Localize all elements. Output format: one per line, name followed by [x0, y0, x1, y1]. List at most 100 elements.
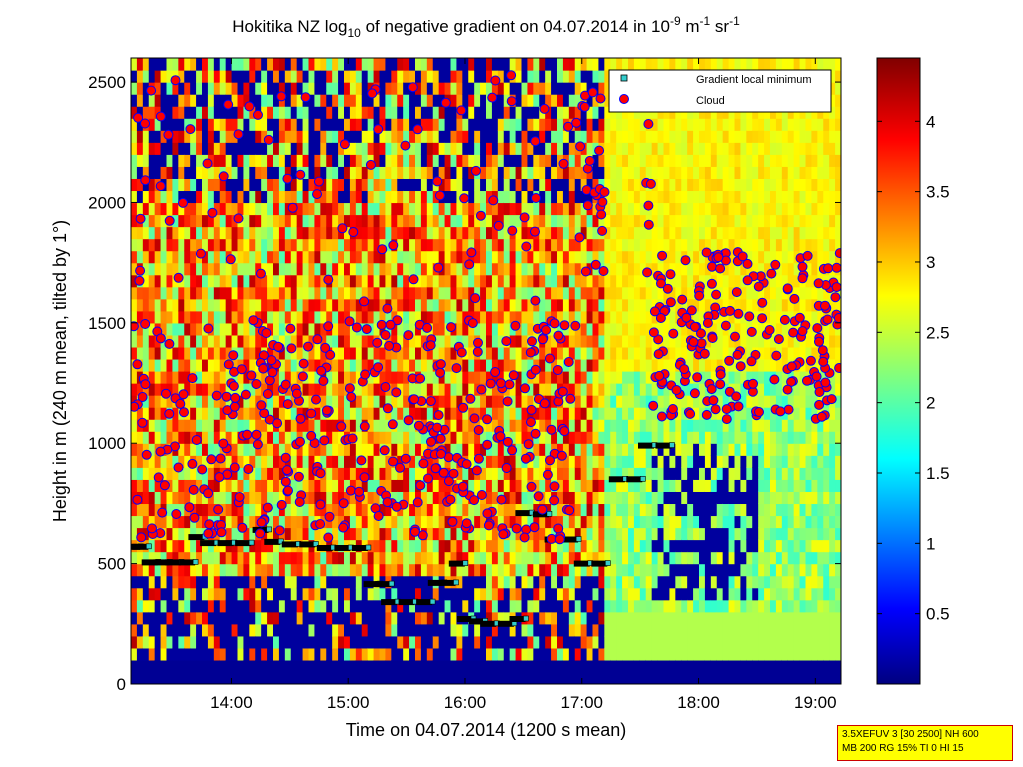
- heatmap-cell: [503, 659, 511, 673]
- heatmap-cell: [290, 106, 298, 119]
- heatmap-cell: [586, 623, 594, 637]
- heatmap-cell: [426, 250, 434, 264]
- heatmap-cell: [592, 455, 600, 468]
- heatmap-cell: [379, 515, 387, 529]
- heatmap-cell: [657, 611, 665, 625]
- heatmap-cell: [261, 467, 268, 480]
- heatmap-cell: [604, 346, 611, 360]
- heatmap-cell: [616, 599, 623, 613]
- heatmap-cell: [545, 226, 552, 240]
- heatmap-cell: [349, 659, 357, 673]
- heatmap-cell: [586, 527, 594, 541]
- heatmap-cell: [367, 491, 375, 505]
- heatmap-cell: [320, 611, 327, 625]
- heatmap-cell: [267, 431, 274, 444]
- heatmap-cell: [338, 611, 345, 625]
- heatmap-cell: [651, 154, 659, 167]
- heatmap-cell: [592, 575, 600, 589]
- heatmap-cell: [326, 635, 333, 649]
- heatmap-cell: [296, 659, 304, 673]
- heatmap-cell: [462, 575, 469, 589]
- heatmap-cell: [468, 443, 475, 456]
- heatmap-cell: [586, 58, 594, 71]
- heatmap-cell: [598, 322, 605, 336]
- heatmap-cell: [355, 130, 363, 143]
- heatmap-cell: [255, 238, 262, 252]
- heatmap-cell: [562, 298, 570, 312]
- heatmap-cell: [267, 407, 274, 420]
- heatmap-cell: [622, 58, 629, 71]
- heatmap-cell: [693, 118, 700, 131]
- heatmap-cell: [497, 467, 505, 480]
- heatmap-cell: [367, 551, 375, 565]
- heatmap-cell: [521, 647, 529, 661]
- heatmap-cell: [491, 371, 499, 384]
- heatmap-cell: [273, 371, 280, 384]
- heatmap-cell: [284, 623, 292, 637]
- heatmap-cell: [225, 527, 233, 541]
- heatmap-cell: [320, 659, 327, 673]
- heatmap-cell: [468, 214, 475, 228]
- heatmap-cell: [314, 262, 321, 276]
- heatmap-cell: [338, 371, 345, 384]
- heatmap-cell: [361, 503, 369, 517]
- heatmap-cell: [344, 407, 351, 420]
- heatmap-cell: [551, 647, 558, 661]
- heatmap-cell: [657, 118, 665, 131]
- heatmap-cell: [415, 214, 422, 228]
- heatmap-cell: [681, 178, 688, 192]
- heatmap-cell: [296, 671, 304, 684]
- heatmap-cell: [645, 190, 653, 204]
- heatmap-cell: [314, 130, 321, 143]
- heatmap-cell: [136, 611, 144, 625]
- heatmap-cell: [361, 154, 369, 167]
- heatmap-cell: [302, 298, 310, 312]
- heatmap-cell: [131, 647, 138, 661]
- heatmap-cell: [592, 322, 600, 336]
- heatmap-cell: [302, 118, 310, 131]
- heatmap-cell: [562, 515, 570, 529]
- heatmap-cell: [450, 106, 458, 119]
- heatmap-cell: [202, 623, 209, 637]
- heatmap-cell: [243, 106, 250, 119]
- heatmap-cell: [545, 142, 552, 155]
- heatmap-cell: [154, 539, 162, 553]
- heatmap-cell: [586, 407, 594, 420]
- heatmap-cell: [261, 455, 268, 468]
- heatmap-cell: [243, 94, 250, 107]
- heatmap-cell: [681, 238, 688, 252]
- heatmap-cell: [693, 395, 700, 408]
- heatmap-cell: [438, 539, 446, 553]
- heatmap-cell: [344, 154, 351, 167]
- heatmap-cell: [616, 130, 623, 143]
- heatmap-cell: [267, 106, 274, 119]
- heatmap-cell: [633, 226, 641, 240]
- heatmap-cell: [444, 407, 452, 420]
- heatmap-cell: [231, 443, 239, 456]
- heatmap-cell: [539, 623, 546, 637]
- heatmap-cell: [361, 491, 369, 505]
- heatmap-cell: [568, 659, 576, 673]
- heatmap-cell: [136, 659, 144, 673]
- heatmap-cell: [136, 647, 144, 661]
- heatmap-cell: [213, 190, 221, 204]
- heatmap-cell: [154, 371, 162, 384]
- heatmap-cell: [131, 479, 138, 492]
- heatmap-cell: [237, 503, 245, 517]
- heatmap-cell: [450, 563, 458, 577]
- heatmap-cell: [338, 443, 345, 456]
- heatmap-cell: [338, 154, 345, 167]
- heatmap-cell: [468, 106, 475, 119]
- heatmap-cell: [178, 635, 185, 649]
- heatmap-cell: [367, 274, 375, 288]
- heatmap-cell: [681, 563, 688, 577]
- heatmap-cell: [486, 202, 493, 216]
- heatmap-cell: [361, 82, 369, 95]
- heatmap-cell: [190, 118, 197, 131]
- heatmap-cell: [148, 503, 156, 517]
- heatmap-cell: [332, 70, 339, 83]
- heatmap-cell: [568, 202, 576, 216]
- heatmap-cell: [207, 286, 215, 300]
- heatmap-cell: [462, 503, 469, 517]
- heatmap-cell: [604, 431, 611, 444]
